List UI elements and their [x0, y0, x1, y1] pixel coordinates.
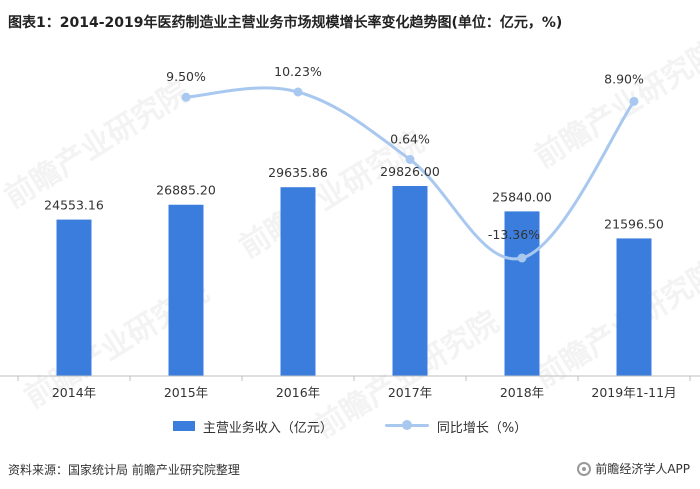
chart-title: 图表1：2014-2019年医药制造业主营业务市场规模增长率变化趋势图(单位：亿… — [8, 15, 563, 31]
x-tick-label: 2014年 — [52, 385, 96, 400]
growth-value-label: 8.90% — [604, 71, 644, 86]
bar-4 — [504, 211, 540, 376]
legend-label-revenue: 主营业务收入（亿元） — [202, 420, 333, 436]
legend-label-growth: 同比增长（%） — [436, 420, 528, 436]
bar-2 — [280, 187, 316, 376]
x-axis: 2014年 2015年 2016年 2017年 2018年 2019年1-11月 — [0, 375, 700, 400]
labels-layer: 24553.16 26885.20 29635.86 29826.00 25840.00… — [44, 64, 664, 242]
x-tick-label: 2015年 — [164, 385, 208, 400]
bar-value-label: 24553.16 — [44, 198, 104, 213]
x-tick-label: 2019年1-11月 — [591, 385, 676, 400]
brand-label: 前瞻经济学人APP — [595, 462, 690, 476]
chart-plot: 24553.16 26885.20 29635.86 29826.00 25840.00… — [0, 64, 700, 400]
bar-value-label: 21596.50 — [604, 216, 664, 231]
growth-point-5 — [629, 96, 639, 106]
bars-layer — [56, 186, 652, 376]
bar-value-label: 29635.86 — [268, 165, 328, 180]
x-tick-label: 2017年 — [388, 385, 432, 400]
bar-5 — [616, 238, 652, 376]
growth-value-label: 10.23% — [274, 64, 322, 79]
bar-0 — [56, 219, 92, 376]
brand: 前瞻经济学人APP — [577, 460, 690, 477]
x-tick-label: 2016年 — [276, 385, 320, 400]
brand-logo-icon — [577, 461, 592, 476]
line-layer — [181, 86, 639, 263]
legend-swatch-line — [384, 420, 429, 432]
growth-point-3 — [405, 154, 415, 164]
bar-1 — [168, 204, 204, 376]
x-tick-label: 2018年 — [500, 385, 544, 400]
growth-value-label: -13.36% — [488, 227, 540, 242]
growth-value-label: 0.64% — [390, 131, 430, 146]
legend-item-growth: 同比增长（%） — [384, 417, 528, 436]
growth-value-label: 9.50% — [166, 69, 206, 84]
legend-item-revenue: 主营业务收入（亿元） — [172, 417, 333, 436]
bar-value-label: 25840.00 — [492, 189, 552, 204]
source-note: 资料来源：国家统计局 前瞻产业研究院整理 — [8, 463, 240, 477]
bar-value-label: 29826.00 — [380, 164, 440, 179]
growth-line — [185, 86, 636, 261]
growth-point-2 — [293, 87, 303, 97]
bar-3 — [392, 186, 428, 376]
growth-point-4 — [517, 253, 527, 263]
bar-value-label: 26885.20 — [156, 183, 216, 198]
growth-point-1 — [181, 92, 191, 102]
legend: 主营业务收入（亿元） 同比增长（%） — [0, 414, 700, 438]
legend-swatch-bar — [172, 421, 195, 431]
